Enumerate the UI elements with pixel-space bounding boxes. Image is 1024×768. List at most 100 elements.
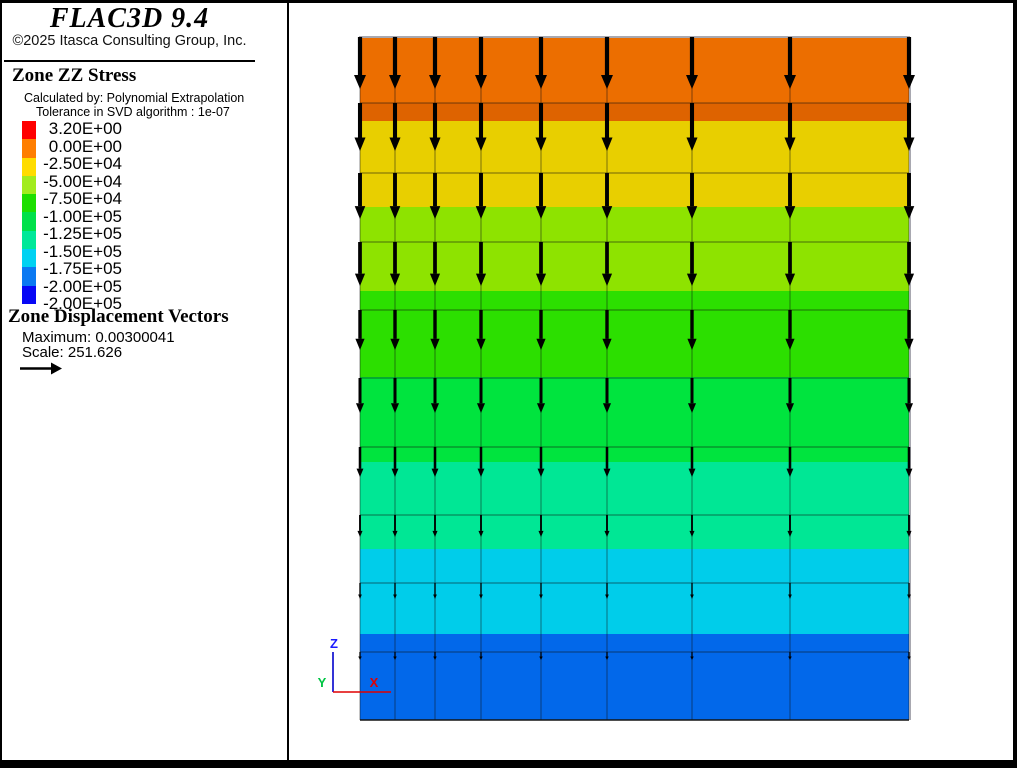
colorbar-label: -1.75E+05 [43, 259, 122, 279]
displacement-arrow-head [904, 338, 914, 350]
displacement-arrow-head [535, 273, 547, 286]
displacement-arrow-head [603, 468, 611, 477]
displacement-arrow-head [355, 403, 365, 413]
colorbar-label: -2.00E+05 [43, 294, 122, 314]
stress-band [360, 549, 909, 634]
colorbar-swatch [22, 121, 36, 140]
displacement-arrow-head [393, 656, 397, 660]
colorbar-label: 3.20E+00 [48, 119, 122, 138]
colorbar-swatch [22, 267, 36, 286]
displacement-arrow-head [788, 594, 792, 599]
vector-scale-value: Scale: 251.626 [22, 344, 123, 361]
displacement-arrow-head [355, 338, 365, 350]
displacement-arrow-head [357, 530, 363, 537]
colorbar-label: -2.50E+04 [43, 154, 122, 174]
displacement-arrow-head [907, 594, 911, 599]
colorbar-label: -1.00E+05 [43, 206, 122, 226]
displacement-arrow-head [432, 530, 438, 537]
displacement-arrow-head [907, 656, 911, 660]
stress-colorbar [22, 121, 36, 304]
displacement-arrow-head [354, 75, 366, 89]
displacement-arrow-head [784, 206, 796, 219]
displacement-arrow-head [479, 594, 483, 599]
colorbar-label: 0.00E+00 [48, 136, 122, 156]
colorbar-label: -5.00E+04 [43, 171, 122, 191]
displacement-arrow-head [476, 403, 486, 413]
displacement-arrow-head [431, 468, 439, 477]
displacement-arrow-head [602, 338, 612, 350]
stress-band [360, 37, 909, 121]
displacement-arrow-head [477, 468, 485, 477]
displacement-arrow-head [478, 530, 484, 537]
displacement-arrow-head [538, 530, 544, 537]
displacement-arrow-head [536, 403, 546, 413]
displacement-arrow-head [605, 656, 609, 660]
stress-band [360, 377, 909, 462]
displacement-arrow-head [354, 273, 366, 286]
displacement-arrow-head [686, 75, 698, 89]
displacement-arrow-head [433, 594, 437, 599]
displacement-arrow-head [393, 594, 397, 599]
displacement-arrow-head [602, 403, 612, 413]
legend-panel-divider [287, 0, 289, 768]
displacement-arrow-head [601, 273, 613, 286]
window-border-right [1013, 0, 1017, 768]
stress-legend-method: Calculated by: Polynomial Extrapolation [24, 91, 245, 105]
stress-band [360, 462, 909, 549]
displacement-arrow-head [476, 338, 486, 350]
stress-legend-tolerance: Tolerance in SVD algorithm : 1e-07 [36, 105, 230, 119]
displacement-arrow-head [475, 206, 487, 219]
displacement-arrow-head [785, 338, 795, 350]
z-axis-label: Z [330, 636, 338, 651]
displacement-arrow-head [906, 530, 912, 537]
displacement-arrow-head [535, 75, 547, 89]
displacement-arrow-head [390, 338, 400, 350]
displacement-arrow-head [535, 206, 547, 219]
displacement-arrow-head [356, 468, 364, 477]
colorbar-label: -7.50E+04 [43, 189, 122, 209]
vector-legend-title: Zone Displacement Vectors [8, 306, 229, 327]
displacement-arrow-head [430, 338, 440, 350]
displacement-arrow-head [539, 594, 543, 599]
stress-band [360, 634, 909, 720]
colorbar-label: -1.50E+05 [43, 241, 122, 261]
displacement-arrow-head [690, 594, 694, 599]
displacement-arrow-head [389, 206, 401, 219]
displacement-arrow-head [429, 206, 441, 219]
colorbar-label: -2.00E+05 [43, 276, 122, 296]
window-border-top [0, 0, 1017, 3]
displacement-arrow-head [433, 656, 437, 660]
displacement-arrow-head [686, 206, 698, 219]
displacement-arrow-head [391, 468, 399, 477]
displacement-arrow-head [539, 656, 543, 660]
displacement-arrow-head [688, 468, 696, 477]
displacement-arrow-head [354, 137, 366, 151]
window-border-bottom [0, 760, 1017, 768]
copyright-text: ©2025 Itasca Consulting Group, Inc. [12, 33, 247, 49]
displacement-arrow-head [784, 137, 796, 151]
colorbar-swatch [22, 230, 36, 250]
displacement-arrow-head [537, 468, 545, 477]
colorbar-swatch [22, 212, 36, 231]
displacement-arrow-head [389, 273, 401, 286]
displacement-arrow-head [788, 656, 792, 660]
displacement-arrow-head [905, 468, 913, 477]
displacement-arrow-head [903, 75, 915, 89]
stress-band [360, 291, 909, 377]
displacement-arrow-head [605, 594, 609, 599]
vector-maximum-value: Maximum: 0.00300041 [22, 329, 175, 346]
colorbar-label: -1.25E+05 [43, 224, 122, 244]
displacement-arrow-head [429, 273, 441, 286]
displacement-arrow-head [601, 137, 613, 151]
displacement-arrow-head [429, 137, 441, 151]
displacement-arrow-head [358, 594, 362, 599]
colorbar-swatch [22, 157, 36, 176]
displacement-arrow-head [687, 338, 697, 350]
displacement-arrow-head [686, 273, 698, 286]
colorbar-swatch [22, 285, 36, 304]
displacement-arrow-head [354, 206, 366, 219]
y-axis-label: Y [318, 675, 327, 690]
colorbar-swatch [22, 175, 36, 195]
stress-band [360, 121, 909, 207]
